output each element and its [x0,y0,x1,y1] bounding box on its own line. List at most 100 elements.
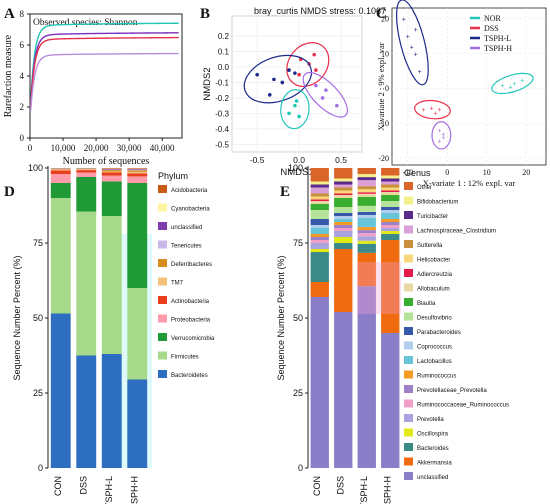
plsda-point: + [410,44,414,51]
phylum-legend-label: unclassified [171,225,202,231]
genus-legend-swatch [404,443,413,451]
plsda-ytick-label: 0 [385,84,389,93]
phylum-bar-segment [101,168,122,169]
genus-bar-segment [357,180,376,187]
genus-bar-segment [310,193,329,197]
genus-bar-segment [357,233,376,237]
genus-bar-segment [334,237,353,243]
genus-bar-segment [357,177,376,181]
genus-legend-label: Sutterella [417,243,443,249]
genus-bar-segment [334,312,353,468]
genus-bar-segment [357,205,376,212]
phylum-legend-label: Firmicutes [171,355,199,361]
genus-legend-label: Blautia [417,301,436,307]
genus-bar-segment [334,195,353,198]
genus-bar-segment [381,168,400,176]
panel-label-genus: E [280,184,290,200]
phylum-xtick-label: CON [53,476,63,496]
genus-bar-segment [334,184,353,188]
nmds-point [314,68,318,72]
phylum-bar-segment [127,168,148,170]
plsda-ellipse [414,99,451,120]
genus-bar-segment [357,192,376,194]
phylum-legend-label: Acidobacteria [171,188,208,194]
rarefaction-xtick-label: 40,000 [150,143,175,153]
genus-legend-label: Other [417,185,432,191]
genus-legend-label: unclassified [417,475,448,481]
nmds-ellipse [243,54,313,104]
nmds-point [312,52,316,57]
genus-highlight [357,262,401,314]
plsda-ellipse [395,0,429,86]
rarefaction-ytick-label: 6 [20,40,25,50]
genus-bar-segment [357,286,376,468]
genus-bar-segment [381,207,400,210]
phylum-legend-label: Deferribacteres [171,262,212,268]
genus-legend-swatch [404,399,413,408]
nmds-point [335,103,339,108]
genus-legend-swatch [404,356,413,364]
genus-bar-segment [334,190,353,194]
plsda-point: + [508,85,512,92]
phylum-xtick-label: TSPH-H [129,476,139,504]
genus-bar-segment [310,201,329,204]
genus-bar-segment [310,184,329,188]
plsda-xtick-label: 20 [522,168,530,177]
genus-bar-segment [334,178,353,182]
genus-legend-label: Prevotella [417,417,444,423]
genus-bar-segment [381,175,400,179]
genus-bar-segment [381,333,400,468]
nmds-ytick-label: 0.2 [218,32,230,41]
panel-label-phylum: D [4,184,15,200]
genus-ytick-label: 75 [293,238,303,248]
genus-bar-segment [310,282,329,297]
genus-bar-segment [381,219,400,222]
nmds-ellipse [280,89,310,130]
plsda-point: + [406,34,410,41]
phylum-ytick-label: 75 [33,238,43,248]
genus-ytick-label: 25 [293,388,303,398]
genus-legend-swatch [404,254,413,263]
phylum-bar-segment [127,169,148,171]
genus-bar-segment [381,234,400,240]
rarefaction-xlabel: Number of sequences [63,156,150,167]
nmds-point [293,103,297,108]
genus-bar-segment [310,237,329,240]
genus-bar-segment [310,196,329,200]
genus-legend-title: Genus [404,168,431,178]
phylum-legend-label: Bacteroidetes [171,373,208,379]
phylum-bar-segment [50,183,71,198]
genus-bar-segment [334,187,353,191]
plsda-ellipse [491,72,534,95]
plsda-point: + [441,132,445,139]
genus-bar-segment [310,204,329,210]
genus-bar-segment [381,225,400,228]
genus-legend-swatch [404,196,413,205]
plsda-xtick-label: 10 [483,168,491,177]
panel-label-b: B [200,6,210,22]
genus-bar-segment [334,213,353,216]
nmds-point [287,68,291,72]
phylum-bar-segment [127,173,148,177]
phylum-bar-segment [127,176,148,183]
genus-bar-segment [357,193,376,197]
nmds-point [324,88,328,92]
genus-bar-segment [357,189,376,193]
genus-legend-label: Turicibacter [417,214,448,220]
phylum-legend-swatch [158,351,167,360]
plsda-point: + [437,139,441,146]
phylum-legend-swatch [158,240,167,249]
genus-bar-segment [357,174,376,178]
phylum-legend-label: TM7 [171,281,184,287]
phylum-legend-swatch [158,259,167,267]
phylum-bar-segment [76,355,97,468]
genus-legend-swatch [404,269,413,277]
genus-legend-label: Adlercreutzia [417,272,453,278]
phylum-bar-segment [101,168,122,170]
rarefaction-ytick-label: 2 [20,102,25,112]
phylum-bar-segment [101,172,122,176]
plsda-xlabel: X-variate 1 : 12% expl. var [423,178,516,188]
plsda-xtick-label: -10 [402,168,413,177]
plsda-point: + [520,78,524,85]
